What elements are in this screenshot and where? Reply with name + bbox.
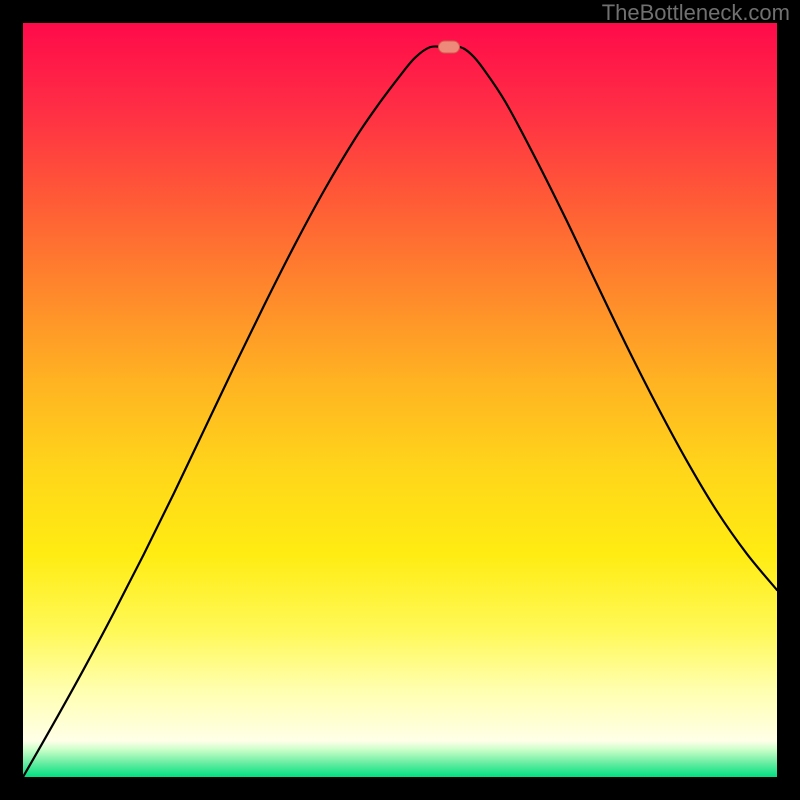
bottleneck-curve (23, 23, 777, 777)
optimum-marker (438, 41, 460, 54)
watermark-text: TheBottleneck.com (602, 0, 790, 26)
curve-path (23, 46, 777, 777)
plot-area (23, 23, 777, 777)
canvas-root: TheBottleneck.com (0, 0, 800, 800)
